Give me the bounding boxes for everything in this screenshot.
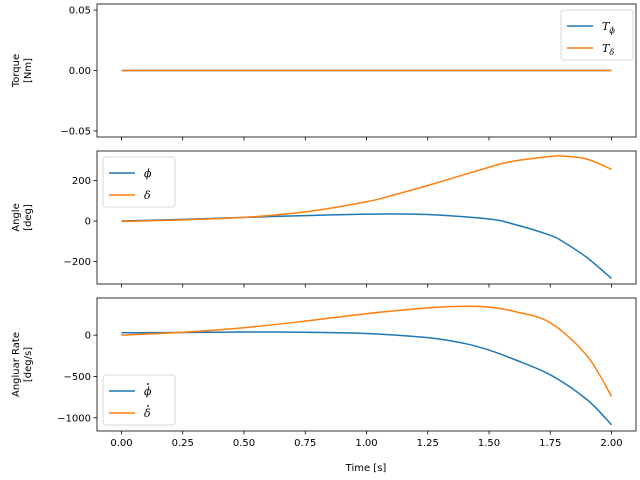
legend-box [102, 374, 176, 426]
x-tick-label: 0.50 [233, 438, 255, 449]
y-tick-label: 200 [72, 176, 91, 187]
y-axis-label: Angluar Rate[deg/s] [11, 332, 34, 397]
y-tick-label: −200 [64, 257, 91, 268]
x-axis-label: Time [s] [345, 463, 387, 474]
legend-box [560, 9, 634, 61]
legend-entry-label: δ [144, 407, 151, 420]
x-tick-label: 0.00 [110, 438, 132, 449]
legend-entry-label: ϕ [144, 385, 152, 398]
dot-accent [147, 405, 149, 407]
legend-entry-label: Tϕ [602, 20, 615, 35]
y-tick-label: 0.05 [69, 6, 91, 17]
x-tick-label: 2.00 [600, 438, 622, 449]
legend-entry-label: ϕ [144, 167, 152, 180]
legend: Tϕ Tδ [560, 9, 634, 61]
y-axis-label: Angle[deg] [11, 203, 34, 231]
x-tick-label: 0.25 [172, 438, 194, 449]
x-tick-label: 0.75 [294, 438, 316, 449]
y-tick-label: 0 [85, 331, 91, 342]
series-line-2 [121, 305, 613, 397]
y-tick-label: −0.05 [60, 126, 91, 137]
dot-accent [147, 383, 149, 385]
x-tick-label: 1.75 [539, 438, 561, 449]
series-line-2 [121, 155, 612, 223]
y-tick-label: −500 [64, 372, 91, 383]
y-axis-label: Torque[Nm] [11, 54, 34, 88]
y-tick-label: −1000 [57, 413, 91, 424]
legend-entry-label: δ [144, 189, 151, 202]
y-tick-label: 0 [85, 217, 91, 228]
legend-entry-label: Tδ [602, 42, 614, 57]
legend: ϕδ [102, 374, 176, 426]
x-tick-label: 1.00 [355, 438, 377, 449]
series-line-1 [121, 331, 613, 426]
x-tick-label: 1.25 [417, 438, 439, 449]
x-tick-label: 1.50 [478, 438, 500, 449]
legend-box [102, 156, 176, 208]
legend: ϕδ [102, 156, 176, 208]
angle-subplot: −200 0 200 Angle[deg] ϕδ [11, 150, 637, 288]
y-tick-label: 0.00 [69, 66, 91, 77]
angular-rate-subplot: −1000 −500 0 0.00 0.25 0.50 0.75 1.00 1.25 1.50 1.… [11, 297, 637, 449]
torque-subplot: −0.05 0.00 0.05 Torque[Nm] Tϕ Tδ [11, 3, 637, 141]
